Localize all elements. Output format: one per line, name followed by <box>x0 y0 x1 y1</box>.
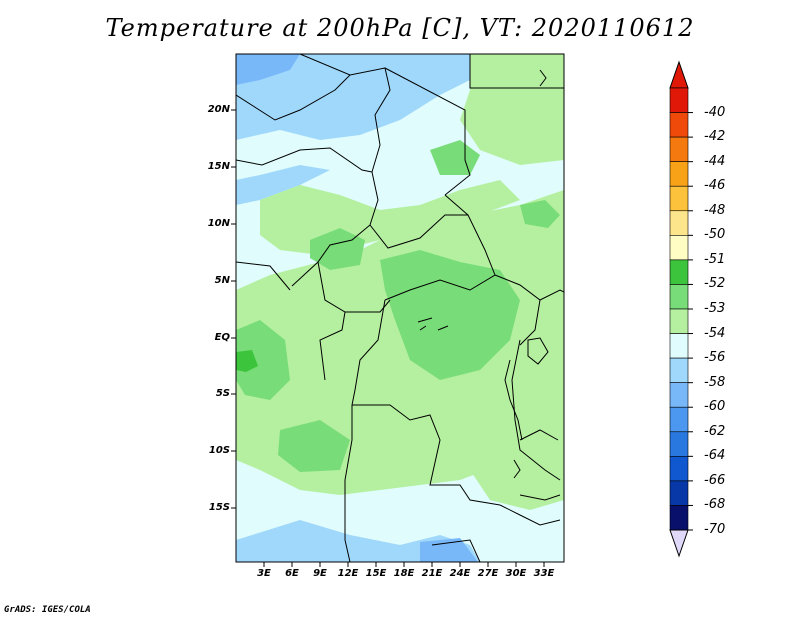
lon-label-18e: 18E <box>393 568 415 579</box>
colorbar-box <box>669 406 689 433</box>
colorbar-label: -51 <box>704 251 726 267</box>
colorbar-label: -48 <box>704 202 726 218</box>
colorbar-label: -68 <box>704 497 726 513</box>
lat-label-15s: 15S <box>208 502 230 513</box>
colorbar-label: -52 <box>704 276 726 292</box>
shade-52-northeast <box>520 200 560 228</box>
map-frame <box>235 53 565 563</box>
shade-56-northwest-band <box>236 165 330 205</box>
colorbar-label: -46 <box>704 178 726 194</box>
lon-label-30e: 30E <box>505 568 527 579</box>
country-borders <box>236 54 564 562</box>
colorbar-box <box>669 357 689 383</box>
colorbar-label: -64 <box>704 448 726 464</box>
colorbar-under-arrow <box>669 529 689 558</box>
colorbar-label: -53 <box>704 301 726 316</box>
colorbar-box <box>669 505 689 531</box>
shade-53-northeast <box>460 54 564 165</box>
colorbar-box <box>669 333 689 359</box>
shade-53-southeast <box>470 455 564 510</box>
colorbar-box <box>669 480 689 506</box>
colorbar-box <box>669 235 689 261</box>
colorbar-box <box>669 456 689 482</box>
shade-52-north <box>310 228 365 270</box>
grads-credit: GrADS: IGES/COLA <box>4 605 91 615</box>
shade-58-northwest <box>236 54 300 85</box>
shade-52-central <box>380 250 520 380</box>
colorbar-box <box>669 382 689 408</box>
colorbar-box <box>669 136 689 162</box>
colorbar <box>669 60 693 558</box>
shade-53-main <box>236 190 564 495</box>
lat-label-15n: 15N <box>207 161 230 172</box>
colorbar-label: -60 <box>704 399 726 415</box>
lon-label-6e: 6E <box>285 568 299 579</box>
shade-58-south <box>420 538 478 562</box>
colorbar-box <box>669 87 689 113</box>
lon-label-33e: 33E <box>533 568 555 579</box>
colorbar-box <box>669 259 689 285</box>
colorbar-label: -40 <box>704 104 726 120</box>
colorbar-box <box>669 185 689 212</box>
colorbar-box <box>669 431 689 457</box>
colorbar-box <box>669 210 689 236</box>
colorbar-label: -54 <box>704 325 726 341</box>
lon-label-15e: 15E <box>365 568 387 579</box>
colorbar-label: -70 <box>704 522 726 537</box>
lon-label-24e: 24E <box>449 568 471 579</box>
shade-56-south <box>236 520 480 562</box>
colorbar-label: -58 <box>704 374 726 390</box>
lon-label-9e: 9E <box>313 568 327 579</box>
colorbar-label: -42 <box>704 129 726 145</box>
colorbar-label: -66 <box>704 472 726 488</box>
lat-label-eq: EQ <box>214 332 230 343</box>
lat-label-20n: 20N <box>207 104 230 115</box>
lat-label-5n: 5N <box>214 275 230 286</box>
colorbar-label: -44 <box>704 153 726 169</box>
shade-56-north <box>236 54 470 140</box>
colorbar-box <box>669 161 689 187</box>
lon-label-3e: 3E <box>257 568 271 579</box>
colorbar-label: -56 <box>704 350 726 366</box>
axis-ticks <box>231 109 545 567</box>
lon-label-21e: 21E <box>421 568 443 579</box>
colorbar-box <box>669 284 689 310</box>
chart-title: Temperature at 200hPa [C], VT: 202011061… <box>105 14 695 42</box>
lat-label-5s: 5S <box>215 388 230 399</box>
lat-label-10n: 10N <box>207 218 230 229</box>
colorbar-label: -50 <box>704 227 726 243</box>
colorbar-box <box>669 308 689 334</box>
colorbar-box <box>669 112 689 138</box>
shade-52-west <box>236 320 290 400</box>
colorbar-label: -62 <box>704 423 726 439</box>
shade-51-spot <box>236 350 258 372</box>
lakes <box>236 69 549 479</box>
colorbar-boxes <box>669 87 693 531</box>
lat-label-10s: 10S <box>208 445 230 456</box>
lon-label-27e: 27E <box>477 568 499 579</box>
temperature-map[interactable] <box>236 54 564 562</box>
shade-52-southwest <box>278 420 350 472</box>
colorbar-over-arrow <box>669 60 689 89</box>
lon-label-12e: 12E <box>337 568 359 579</box>
